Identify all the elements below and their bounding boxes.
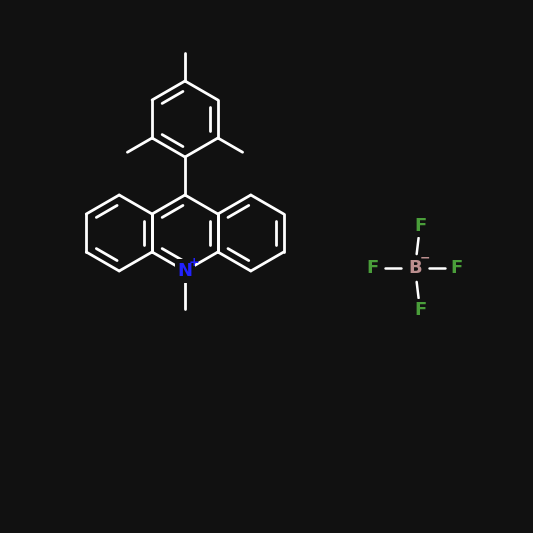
Text: −: − — [420, 252, 430, 264]
Text: B: B — [408, 259, 422, 277]
Text: F: F — [367, 259, 379, 277]
Text: F: F — [414, 301, 426, 319]
Text: +: + — [189, 255, 199, 269]
Text: F: F — [451, 259, 463, 277]
Text: N: N — [177, 262, 192, 280]
Text: F: F — [414, 217, 426, 235]
